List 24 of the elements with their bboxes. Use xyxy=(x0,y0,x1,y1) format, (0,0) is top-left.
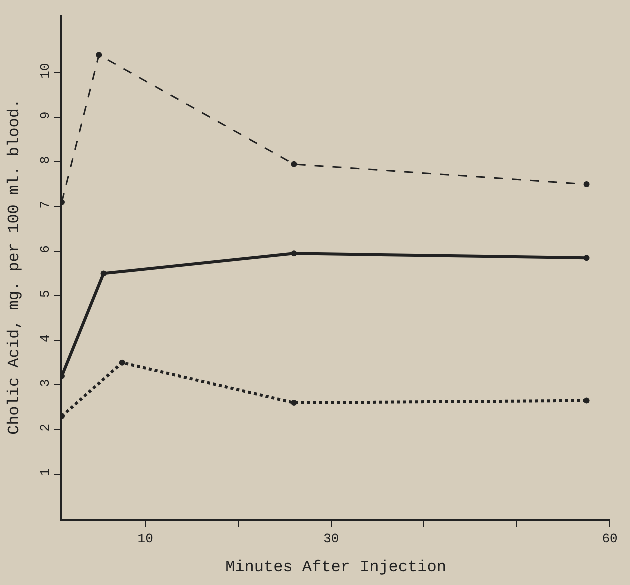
point xyxy=(100,270,107,277)
point xyxy=(584,398,590,404)
y-tick-label: 4 xyxy=(38,334,54,343)
y-tick-label: 6 xyxy=(38,246,54,254)
y-tick-label: 5 xyxy=(38,290,54,298)
y-tick-label: 2 xyxy=(38,424,54,432)
y-tick-label: 7 xyxy=(38,200,54,209)
x-tick-label: 60 xyxy=(602,531,618,546)
point xyxy=(96,52,102,58)
point xyxy=(119,360,126,366)
point xyxy=(291,400,298,406)
y-tick-label: 1 xyxy=(38,468,54,476)
y-tick-label: 9 xyxy=(38,112,54,120)
point xyxy=(584,181,590,188)
point xyxy=(291,250,298,257)
y-tick-label: 10 xyxy=(38,63,54,79)
point xyxy=(584,255,590,262)
x-axis-title: Minutes After Injection xyxy=(226,558,446,577)
x-tick-label: 10 xyxy=(138,531,154,546)
x-tick-label: 30 xyxy=(324,531,340,546)
y-tick-label: 3 xyxy=(38,379,54,388)
point xyxy=(291,161,298,168)
y-tick-label: 8 xyxy=(38,156,54,164)
y-axis-title: Cholic Acid, mg. per 100 ml. blood. xyxy=(5,98,24,436)
